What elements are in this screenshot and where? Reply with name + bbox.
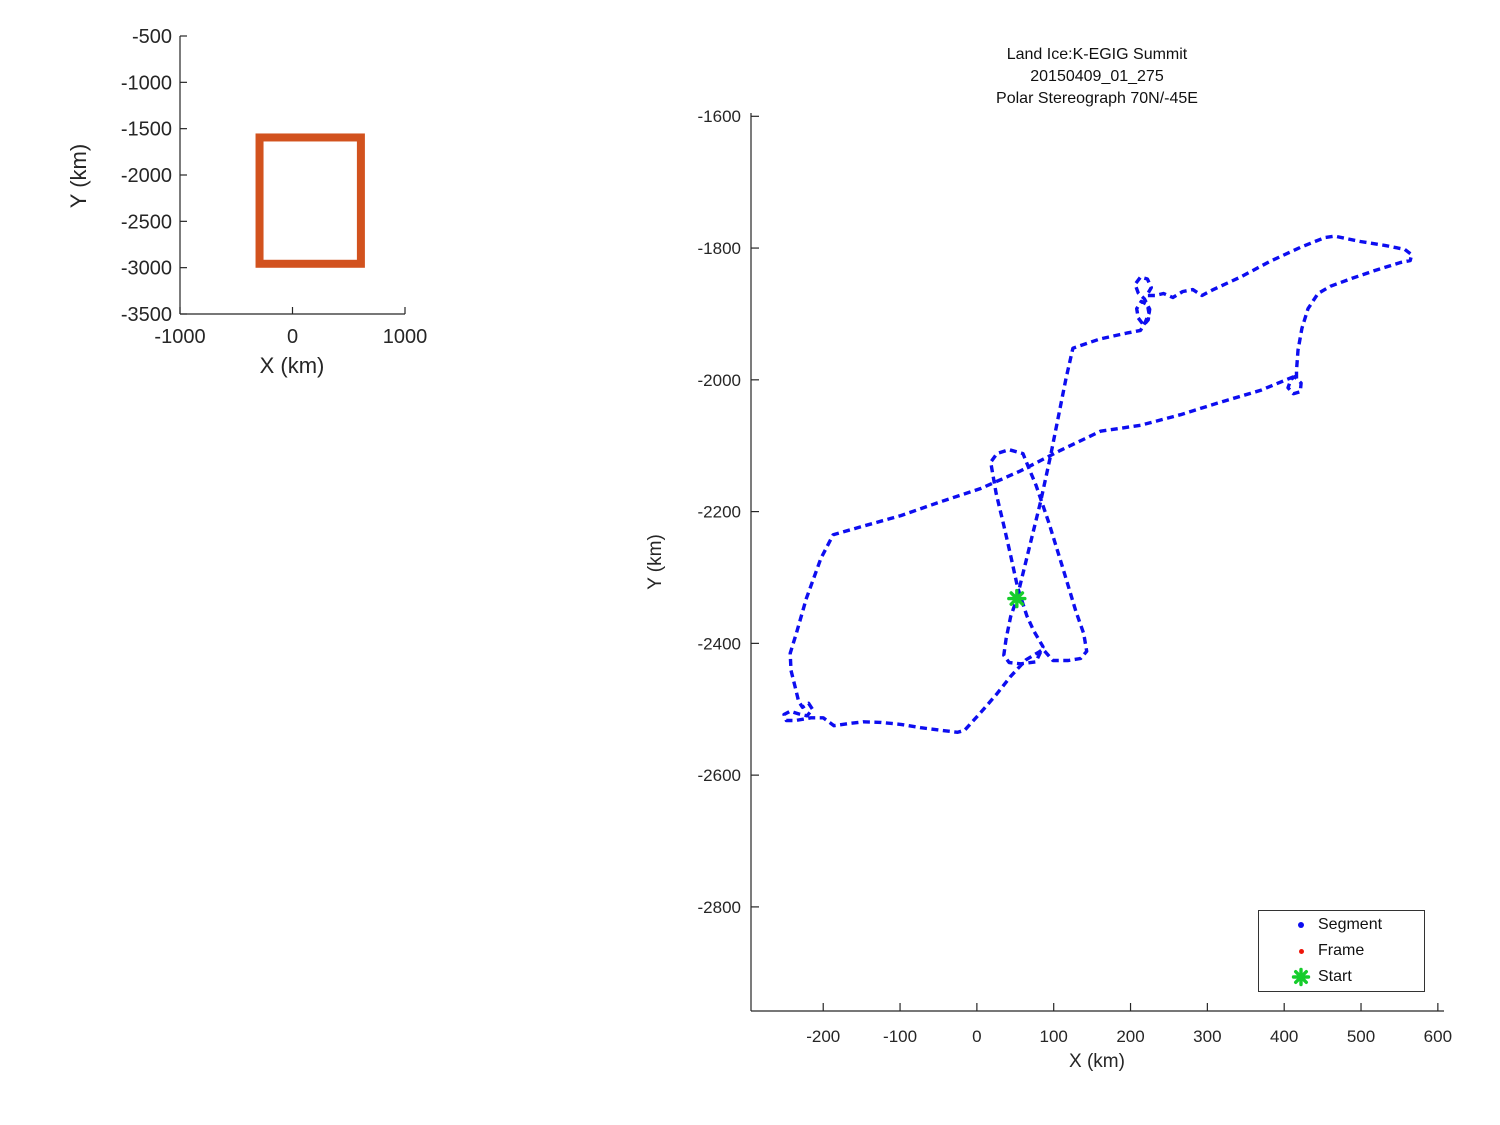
y-tick-label: -1600	[698, 107, 741, 126]
legend-label-start: Start	[1318, 968, 1352, 986]
y-tick-label: -2800	[698, 898, 741, 917]
y-tick-label: -2000	[121, 165, 172, 187]
legend-label-segment: Segment	[1318, 915, 1383, 933]
x-tick-label: 200	[1116, 1027, 1144, 1046]
y-tick-label: -1500	[121, 119, 172, 141]
start-marker	[1007, 588, 1027, 609]
x-tick-label: 0	[972, 1027, 981, 1046]
legend-item-start: Start	[1259, 965, 1424, 990]
overview-y-axis-label: Y (km)	[66, 143, 91, 209]
main-axes: -200 -100 0 100 200 300 400 500 600 -1600 -1800 -20…	[698, 107, 1453, 1046]
flight-track	[782, 234, 1414, 734]
start-star-icon	[1289, 967, 1313, 987]
x-tick-label: 0	[287, 326, 298, 348]
x-tick-label: 1000	[383, 326, 428, 348]
y-tick-label: -1800	[698, 239, 741, 258]
segment-dot-icon	[1289, 915, 1313, 935]
legend-item-segment: Segment	[1259, 912, 1424, 937]
main-plot-title: Land Ice:K-EGIG Summit 20150409_01_275 P…	[897, 44, 1297, 110]
y-tick-label: -3500	[121, 304, 172, 326]
x-tick-label: -100	[883, 1027, 917, 1046]
title-line-2: 20150409_01_275	[1030, 68, 1164, 85]
x-tick-label: -1000	[154, 326, 205, 348]
y-tick-label: -2200	[698, 503, 741, 522]
title-line-1: Land Ice:K-EGIG Summit	[1006, 46, 1188, 63]
y-tick-label: -2000	[698, 371, 741, 390]
x-tick-label: 400	[1270, 1027, 1298, 1046]
overview-axes: -1000 0 1000 -500 -1000 -1500 -2000 -2500 -3000 -…	[121, 26, 427, 348]
main-y-axis-label: Y (km)	[645, 534, 666, 590]
y-tick-label: -2500	[121, 211, 172, 233]
x-tick-label: 300	[1193, 1027, 1221, 1046]
x-tick-label: 500	[1347, 1027, 1375, 1046]
frame-dot-icon	[1289, 941, 1313, 961]
flight-extent-rect	[255, 133, 365, 268]
y-tick-label: -2400	[698, 634, 741, 653]
x-tick-label: -200	[806, 1027, 840, 1046]
y-tick-label: -3000	[121, 258, 172, 280]
y-tick-label: -500	[132, 26, 172, 48]
main-x-axis-label: X (km)	[1069, 1051, 1125, 1072]
legend: Segment Frame Start	[1258, 910, 1425, 992]
overview-x-axis-label: X (km)	[259, 353, 325, 378]
x-tick-label: 100	[1040, 1027, 1068, 1046]
x-tick-label: 600	[1424, 1027, 1452, 1046]
legend-label-frame: Frame	[1318, 942, 1365, 959]
y-tick-label: -2600	[698, 766, 741, 785]
legend-item-frame: Frame	[1259, 939, 1424, 964]
title-line-3: Polar Stereograph 70N/-45E	[996, 90, 1198, 107]
y-tick-label: -1000	[121, 72, 172, 94]
